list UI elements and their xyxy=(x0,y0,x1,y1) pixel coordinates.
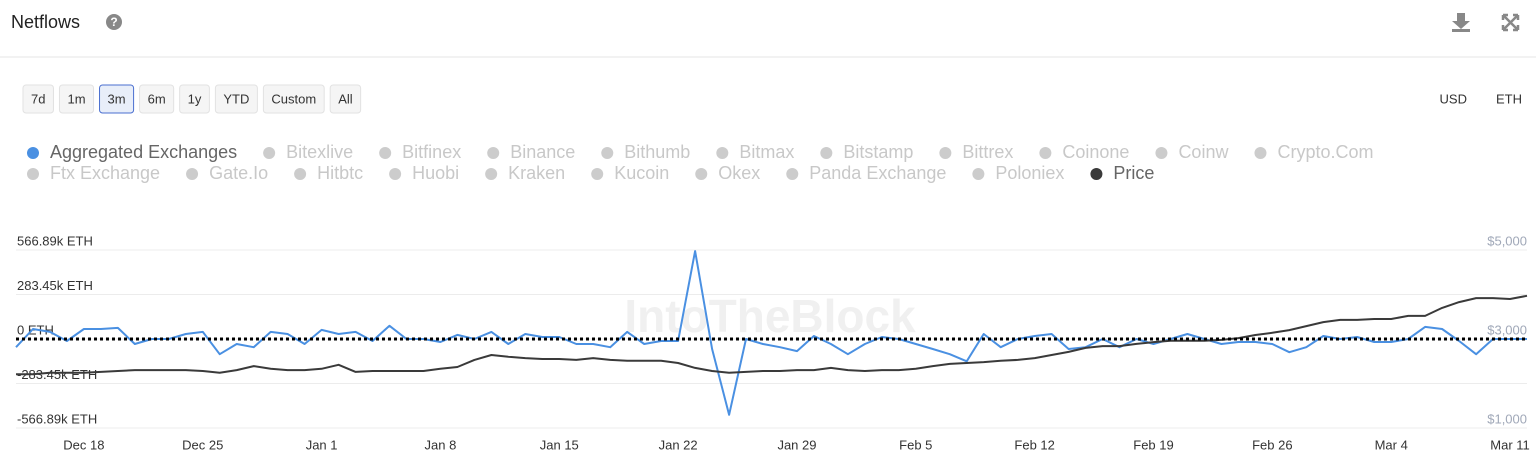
currency-button-label[interactable]: USD xyxy=(1440,91,1467,106)
x-tick-label: Feb 26 xyxy=(1252,437,1292,452)
x-tick-label: Jan 15 xyxy=(540,437,579,452)
legend-label[interactable]: Bittrex xyxy=(962,142,1013,162)
legend-label[interactable]: Bitexlive xyxy=(286,142,353,162)
currency-button-label[interactable]: ETH xyxy=(1496,91,1522,106)
x-tick-label: Dec 18 xyxy=(63,437,104,452)
legend-marker[interactable] xyxy=(1039,147,1052,159)
download-icon[interactable] xyxy=(1452,13,1470,32)
legend-marker[interactable] xyxy=(1090,168,1103,180)
help-icon[interactable]: ? xyxy=(106,14,122,30)
legend-marker[interactable] xyxy=(695,168,708,180)
watermark: IntoTheBlock xyxy=(624,290,916,342)
legend-label[interactable]: Kraken xyxy=(508,163,565,183)
range-button-label[interactable]: All xyxy=(338,91,353,106)
x-tick-label: Jan 1 xyxy=(306,437,338,452)
legend-marker[interactable] xyxy=(820,147,833,159)
range-button[interactable] xyxy=(58,84,95,114)
legend-label[interactable]: Huobi xyxy=(412,163,459,183)
legend-marker[interactable] xyxy=(379,147,392,159)
x-tick-label: Jan 22 xyxy=(659,437,698,452)
legend-marker[interactable] xyxy=(591,168,604,180)
range-button-label[interactable]: Custom xyxy=(271,91,316,106)
x-tick-label: Feb 5 xyxy=(899,437,932,452)
legend-label[interactable]: Price xyxy=(1113,163,1154,183)
legend-label[interactable]: Gate.Io xyxy=(209,163,268,183)
range-button[interactable] xyxy=(179,84,210,114)
range-button-label[interactable]: YTD xyxy=(223,91,249,106)
legend-label[interactable]: Bitmax xyxy=(739,142,794,162)
x-tick-label: Dec 25 xyxy=(182,437,223,452)
legend-label[interactable]: Binance xyxy=(510,142,575,162)
legend-label[interactable]: Panda Exchange xyxy=(809,163,946,183)
legend-marker[interactable] xyxy=(389,168,402,180)
legend-label[interactable]: Bitstamp xyxy=(843,142,913,162)
legend-label[interactable]: Kucoin xyxy=(614,163,669,183)
legend-marker[interactable] xyxy=(972,168,985,180)
legend-label[interactable]: Ftx Exchange xyxy=(50,163,160,183)
x-tick-label: Jan 8 xyxy=(425,437,457,452)
legend-label[interactable]: Coinw xyxy=(1178,142,1229,162)
legend-marker[interactable] xyxy=(487,147,500,159)
range-button[interactable] xyxy=(214,84,258,114)
legend-marker[interactable] xyxy=(1254,147,1267,159)
fullscreen-icon[interactable] xyxy=(1501,13,1520,32)
x-tick-label: Mar 4 xyxy=(1375,437,1408,452)
legend-label[interactable]: Bithumb xyxy=(624,142,690,162)
legend-marker[interactable] xyxy=(485,168,498,180)
y-tick-label: -566.89k ETH xyxy=(17,411,97,426)
legend-marker[interactable] xyxy=(186,168,199,180)
y-tick-label: -283.45k ETH xyxy=(17,367,97,382)
legend-label[interactable]: Poloniex xyxy=(995,163,1064,183)
legend-marker[interactable] xyxy=(263,147,276,159)
y2-tick-label: $3,000 xyxy=(1487,322,1527,337)
x-tick-label: Feb 12 xyxy=(1014,437,1054,452)
legend-label[interactable]: Coinone xyxy=(1062,142,1129,162)
x-tick-label: Feb 19 xyxy=(1133,437,1173,452)
legend-label[interactable]: Okex xyxy=(718,163,760,183)
legend-marker[interactable] xyxy=(716,147,729,159)
range-button-label[interactable]: 7d xyxy=(31,91,45,106)
legend-marker[interactable] xyxy=(786,168,799,180)
y-tick-label: 283.45k ETH xyxy=(17,278,93,293)
legend-marker[interactable] xyxy=(294,168,307,180)
x-tick-label: Mar 11 xyxy=(1490,437,1530,452)
legend-marker[interactable] xyxy=(601,147,614,159)
legend-label[interactable]: Crypto.Com xyxy=(1277,142,1373,162)
series-line xyxy=(15,250,1527,416)
y2-tick-label: $5,000 xyxy=(1487,233,1527,248)
range-button-label[interactable]: 3m xyxy=(108,91,126,106)
range-button-label[interactable]: 6m xyxy=(148,91,166,106)
range-button[interactable] xyxy=(262,84,325,114)
legend-label[interactable]: Aggregated Exchanges xyxy=(50,142,237,162)
legend-marker[interactable] xyxy=(27,147,39,159)
svg-text:?: ? xyxy=(110,15,117,29)
y-tick-label: 566.89k ETH xyxy=(17,233,93,248)
legend-label[interactable]: Bitfinex xyxy=(402,142,461,162)
y2-tick-label: $1,000 xyxy=(1487,411,1527,426)
range-button-label[interactable]: 1m xyxy=(67,91,85,106)
x-tick-label: Jan 29 xyxy=(777,437,816,452)
range-button[interactable] xyxy=(139,84,175,114)
range-button[interactable] xyxy=(329,84,362,114)
range-button[interactable] xyxy=(99,84,135,114)
widget-title: Netflows xyxy=(11,12,80,32)
legend-marker[interactable] xyxy=(1155,147,1168,159)
legend-marker[interactable] xyxy=(27,168,39,180)
series-line xyxy=(16,294,1528,376)
range-button[interactable] xyxy=(22,84,54,114)
legend-label[interactable]: Hitbtc xyxy=(317,163,363,183)
range-button-label[interactable]: 1y xyxy=(188,91,202,106)
legend-marker[interactable] xyxy=(939,147,952,159)
